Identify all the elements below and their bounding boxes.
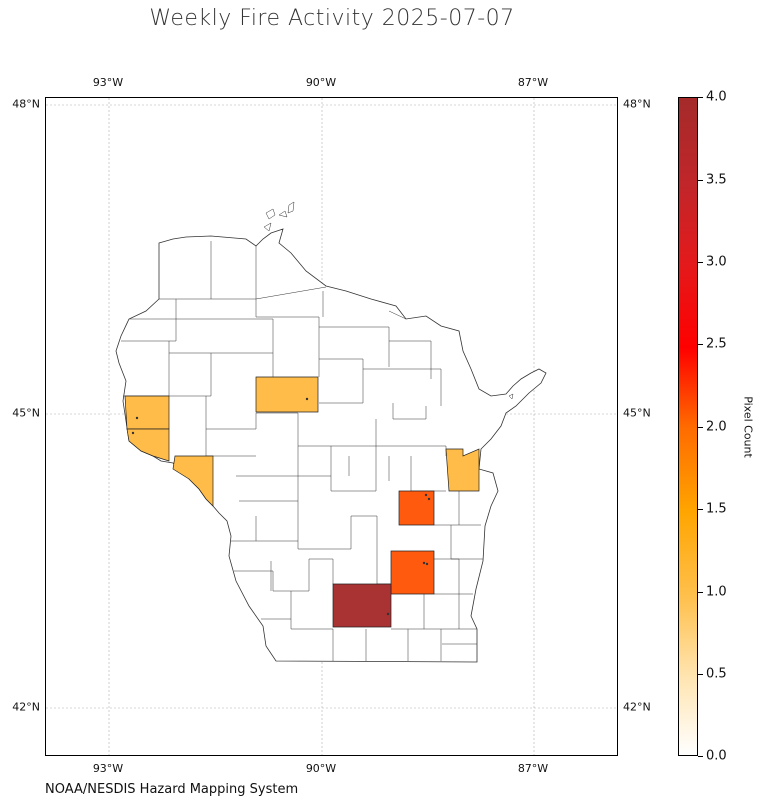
lat-tick-left-45: 45°N bbox=[12, 406, 40, 420]
colorbar-label-4: 4.0 bbox=[706, 89, 727, 105]
fire-pixel bbox=[135, 416, 139, 420]
county-polk bbox=[124, 395, 170, 430]
lon-tick-bottom-87: 87°W bbox=[517, 762, 549, 775]
lat-tick-left-48: 48°N bbox=[12, 97, 40, 111]
colorbar-tick bbox=[698, 344, 703, 345]
colorbar-tick bbox=[698, 180, 703, 181]
county-pierce bbox=[172, 455, 214, 507]
colorbar bbox=[678, 97, 698, 756]
colorbar-label-3: 3.0 bbox=[706, 254, 727, 270]
colorbar-label-3-5: 3.5 bbox=[706, 172, 727, 188]
colorbar-tick bbox=[698, 262, 703, 263]
county-st-croix bbox=[126, 428, 170, 462]
fire-pixel bbox=[425, 562, 429, 566]
lon-tick-bottom-90: 90°W bbox=[305, 762, 337, 775]
source-credit: NOAA/NESDIS Hazard Mapping System bbox=[45, 782, 299, 797]
colorbar-label-1-5: 1.5 bbox=[706, 501, 727, 517]
lon-tick-top-90: 90°W bbox=[305, 76, 337, 89]
islands bbox=[263, 201, 514, 400]
county-dane bbox=[332, 583, 392, 628]
fire-pixels bbox=[131, 397, 431, 616]
colorbar-tick bbox=[698, 509, 703, 510]
fire-pixel bbox=[422, 561, 426, 565]
colorbar-label-2-5: 2.5 bbox=[706, 336, 727, 352]
lon-tick-bottom-93: 93°W bbox=[92, 762, 124, 775]
map-title: Weekly Fire Activity 2025-07-07 bbox=[149, 6, 515, 31]
lat-tick-right-45: 45°N bbox=[623, 406, 651, 420]
county-washington bbox=[390, 550, 435, 595]
county-brown bbox=[445, 448, 480, 492]
colorbar-tick bbox=[698, 97, 703, 98]
lon-tick-top-93: 93°W bbox=[92, 76, 124, 89]
colorbar-label-2: 2.0 bbox=[706, 419, 727, 435]
fire-pixel bbox=[427, 497, 431, 501]
lat-tick-right-42: 42°N bbox=[623, 700, 651, 714]
colorbar-tick bbox=[698, 674, 703, 675]
map-frame bbox=[45, 97, 618, 756]
fire-counties bbox=[124, 376, 480, 628]
colorbar-label-0-5: 0.5 bbox=[706, 666, 727, 682]
fire-pixel bbox=[386, 612, 390, 616]
colorbar-tick bbox=[698, 427, 703, 428]
county-lincoln bbox=[255, 376, 319, 413]
fire-pixel bbox=[424, 493, 428, 497]
fire-pixel bbox=[131, 431, 135, 435]
wisconsin-county-map bbox=[46, 98, 617, 755]
colorbar-label-1: 1.0 bbox=[706, 584, 727, 600]
state-outline bbox=[115, 228, 547, 663]
lat-tick-right-48: 48°N bbox=[623, 97, 651, 111]
lat-tick-left-42: 42°N bbox=[12, 700, 40, 714]
fire-pixel bbox=[305, 397, 309, 401]
lon-tick-top-87: 87°W bbox=[517, 76, 549, 89]
county-calumet bbox=[398, 490, 435, 526]
colorbar-title: Pixel Count bbox=[741, 396, 755, 458]
colorbar-label-0: 0.0 bbox=[706, 748, 727, 764]
colorbar-tick bbox=[698, 756, 703, 757]
colorbar-tick bbox=[698, 592, 703, 593]
